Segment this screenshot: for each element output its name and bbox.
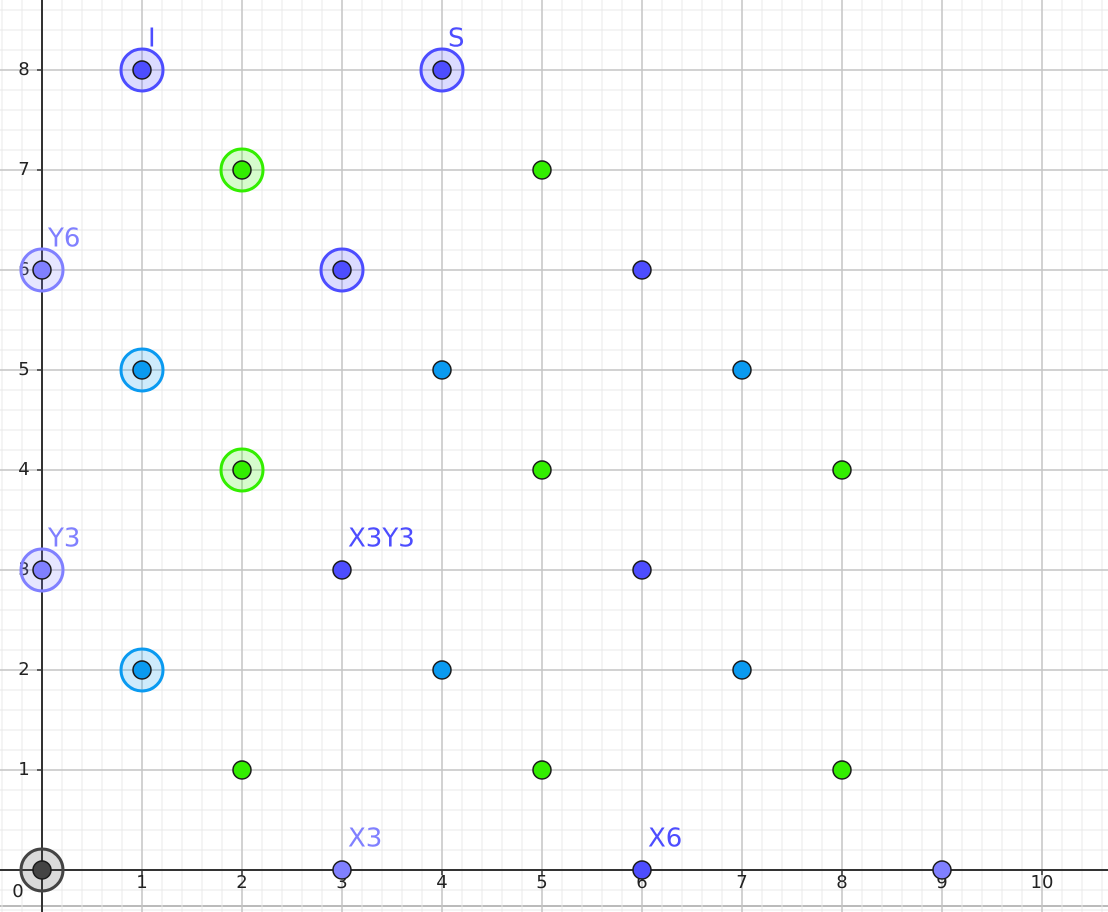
point	[232, 160, 252, 180]
y-tick-label: 6	[18, 259, 29, 280]
x-tick-label: 10	[1031, 872, 1054, 893]
x-tick-label: 8	[836, 872, 847, 893]
y-tick-label: 8	[18, 59, 29, 80]
point	[732, 660, 752, 680]
point	[532, 160, 552, 180]
x-tick-label: 7	[736, 872, 747, 893]
y-tick-label: 7	[18, 159, 29, 180]
point	[332, 860, 352, 880]
x-tick-label: 5	[536, 872, 547, 893]
y-tick-label: 2	[18, 659, 29, 680]
point	[432, 660, 452, 680]
point	[432, 360, 452, 380]
point-label: S	[448, 24, 465, 54]
point	[832, 760, 852, 780]
x-tick-label: 4	[436, 872, 447, 893]
point	[32, 260, 52, 280]
x-tick-label: 6	[636, 872, 647, 893]
point	[532, 760, 552, 780]
y-tick-label: 5	[18, 359, 29, 380]
point	[132, 60, 152, 80]
point	[232, 460, 252, 480]
point-label: I	[148, 24, 156, 54]
point	[332, 260, 352, 280]
point-label: X6	[648, 824, 682, 854]
point	[632, 560, 652, 580]
point	[632, 860, 652, 880]
x-tick-label: 3	[336, 872, 347, 893]
point	[632, 260, 652, 280]
y-tick-label: 1	[18, 759, 29, 780]
point	[132, 360, 152, 380]
point	[532, 460, 552, 480]
label-layer: I S X3Y3 X6 Y6 Y3 X3	[47, 24, 682, 854]
point	[32, 860, 52, 880]
point-label: Y6	[47, 224, 80, 254]
point-label: Y3	[47, 524, 80, 554]
point-label: X3Y3	[348, 524, 415, 554]
point	[832, 460, 852, 480]
x-tick-label: 1	[136, 872, 147, 893]
point	[732, 360, 752, 380]
y-tick-label: 3	[18, 559, 29, 580]
point-label: X3	[348, 824, 382, 854]
point	[932, 860, 952, 880]
point-layer	[32, 60, 952, 880]
point	[432, 60, 452, 80]
origin-label: 0	[12, 881, 23, 902]
point	[32, 560, 52, 580]
x-tick-label: 9	[936, 872, 947, 893]
y-tick-label: 4	[18, 459, 29, 480]
x-tick-label: 2	[236, 872, 247, 893]
point	[232, 760, 252, 780]
point	[332, 560, 352, 580]
point	[132, 660, 152, 680]
